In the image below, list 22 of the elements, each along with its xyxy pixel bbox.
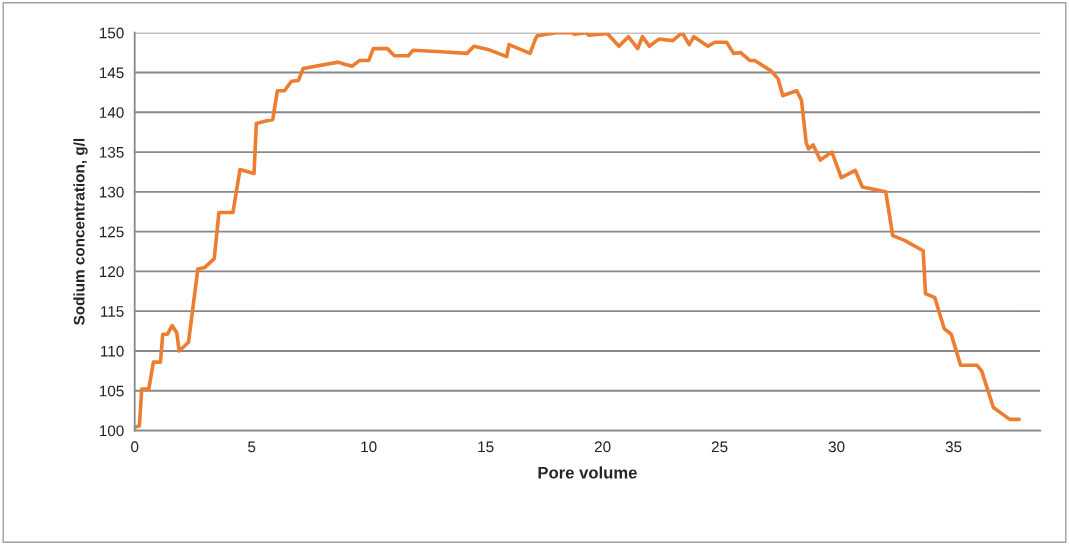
line-series	[134, 32, 1021, 430]
y-tick-label: 140	[99, 107, 124, 118]
y-axis-title: Sodium concentration, g/l	[73, 138, 88, 325]
x-tick-label: 25	[711, 441, 728, 453]
y-tick-label: 130	[99, 186, 124, 198]
y-tick-label: 105	[99, 385, 124, 397]
y-tick-label: 145	[99, 67, 124, 79]
y-tick-label: 100	[99, 425, 124, 437]
x-tick-label: 0	[131, 441, 139, 453]
x-tick-label: 20	[594, 441, 611, 453]
x-tick-label: 15	[478, 441, 494, 453]
x-tick-label: 35	[945, 441, 962, 453]
x-axis-title: Pore volume	[538, 466, 637, 479]
y-tick-label: 135	[99, 146, 124, 158]
y-tick-label: 110	[101, 345, 124, 357]
y-tick-label: 120	[99, 266, 124, 278]
x-tick-label: 30	[828, 441, 845, 453]
y-tick-label: 125	[99, 226, 124, 238]
x-tick-label: 10	[361, 441, 377, 453]
y-tick-label: 150	[99, 27, 124, 39]
x-tick-label: 5	[248, 441, 256, 453]
y-tick-label: 115	[101, 306, 124, 317]
